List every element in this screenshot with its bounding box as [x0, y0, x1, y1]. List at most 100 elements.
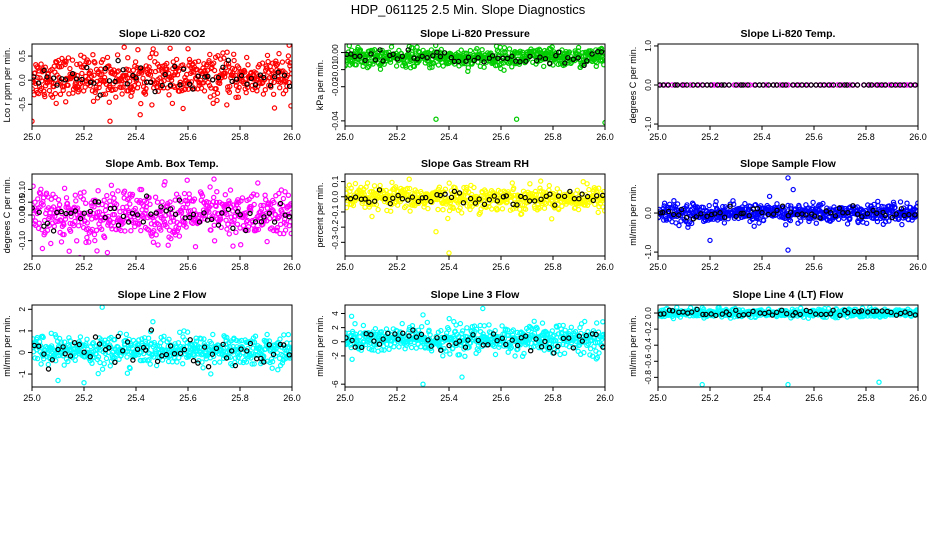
data-point [596, 210, 600, 214]
data-point [47, 89, 51, 93]
data-point [49, 241, 53, 245]
points-layer [343, 177, 607, 255]
data-point [550, 217, 554, 221]
data-point [188, 338, 192, 342]
data-point [105, 55, 109, 59]
x-tick-label: 25.0 [649, 132, 667, 142]
data-point [513, 354, 517, 358]
data-point [39, 362, 43, 366]
x-tick-label: 25.2 [701, 262, 719, 272]
data-point [101, 367, 105, 371]
data-point [265, 332, 269, 336]
data-point [786, 176, 790, 180]
x-tick-label: 25.4 [127, 262, 145, 272]
x-tick-label: 25.8 [544, 132, 562, 142]
x-tick-label: 26.0 [596, 262, 614, 272]
data-point [67, 249, 71, 253]
panel-title: Slope Line 3 Flow [431, 289, 521, 301]
data-point [151, 320, 155, 324]
x-tick-label: 25.2 [701, 132, 719, 142]
data-point [59, 240, 63, 244]
data-point [148, 362, 152, 366]
x-tick-label: 26.0 [596, 393, 614, 403]
x-tick-label: 25.8 [544, 393, 562, 403]
data-point [420, 325, 424, 329]
data-point [585, 182, 589, 186]
data-point [265, 240, 269, 244]
data-point [82, 381, 86, 385]
x-tick-label: 25.0 [23, 262, 41, 272]
data-point [239, 243, 243, 247]
data-point [569, 325, 573, 329]
data-point [105, 194, 109, 198]
data-point [876, 199, 880, 203]
points-layer [30, 43, 294, 123]
data-point [62, 363, 66, 367]
data-point [141, 76, 145, 80]
data-point [68, 67, 72, 71]
data-point [154, 233, 158, 237]
data-point [502, 46, 506, 50]
y-tick-label: 4 [330, 311, 340, 316]
data-point [93, 239, 97, 243]
data-point [91, 99, 95, 103]
data-point [791, 188, 795, 192]
panel-title: Slope Sample Flow [740, 158, 837, 170]
x-tick-label: 25.4 [440, 393, 458, 403]
data-point [465, 326, 469, 330]
data-point [156, 243, 160, 247]
data-point [170, 101, 174, 105]
data-point [373, 327, 377, 331]
panel-title: Slope Gas Stream RH [421, 158, 529, 170]
data-point [223, 193, 227, 197]
data-point [164, 209, 168, 213]
data-point [209, 372, 213, 376]
data-point [102, 198, 106, 202]
x-tick-label: 25.4 [127, 393, 145, 403]
y-tick-label: 1.0 [643, 40, 653, 52]
data-point [278, 86, 282, 90]
y-tick-label: 0.0 [17, 74, 27, 86]
data-point [116, 59, 120, 63]
y-axis-label: ml/min per min. [628, 315, 638, 377]
data-point [139, 229, 143, 233]
data-point [212, 223, 216, 227]
data-point [178, 330, 182, 334]
x-tick-label: 25.2 [75, 132, 93, 142]
x-tick-label: 25.4 [127, 132, 145, 142]
data-point [125, 355, 129, 359]
data-point [542, 206, 546, 210]
data-point [100, 305, 104, 309]
panel-4: Slope Amb. Box Temp.degrees C per min.25… [2, 158, 301, 272]
x-tick-label: 25.2 [388, 132, 406, 142]
data-point [446, 216, 450, 220]
data-point [389, 45, 393, 49]
data-point [212, 177, 216, 181]
data-point [448, 352, 452, 356]
data-point [286, 54, 290, 58]
data-point [58, 92, 62, 96]
y-tick-label: 0.0 [643, 79, 653, 91]
points-layer [343, 306, 607, 386]
y-tick-label: 1 [17, 328, 27, 333]
data-point [752, 224, 756, 228]
data-point [289, 231, 293, 235]
data-point [447, 251, 451, 255]
data-point [208, 185, 212, 189]
data-point [784, 223, 788, 227]
x-tick-label: 25.8 [231, 262, 249, 272]
data-point [208, 52, 212, 56]
data-point [226, 222, 230, 226]
data-point [447, 181, 451, 185]
data-point [900, 223, 904, 227]
data-point [722, 221, 726, 225]
x-tick-label: 25.6 [179, 132, 197, 142]
data-point [91, 53, 95, 57]
x-tick-label: 25.8 [231, 132, 249, 142]
data-point [213, 239, 217, 243]
data-point [463, 354, 467, 358]
data-point [40, 246, 44, 250]
